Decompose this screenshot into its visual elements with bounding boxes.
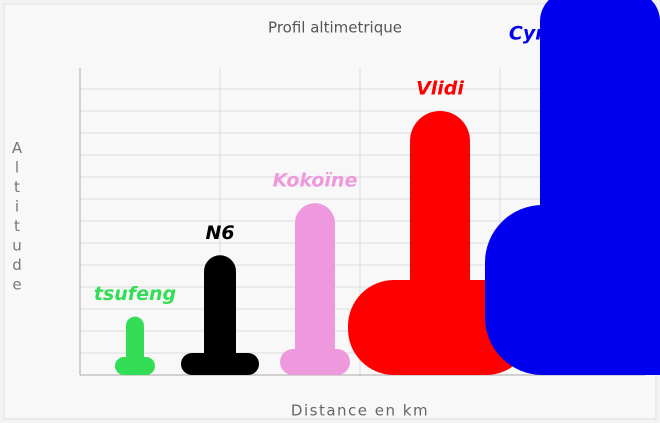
bar <box>410 110 470 375</box>
bar-label: Kokoïne <box>273 170 358 192</box>
bar <box>540 0 660 375</box>
x-axis-label: Distance en km <box>291 402 429 420</box>
bar-label: Cym <box>509 23 555 45</box>
bar-label: Vlidi <box>416 77 464 99</box>
bar <box>204 255 236 375</box>
chart-title: Profil altimetrique <box>268 19 402 37</box>
bar <box>295 203 335 375</box>
bar <box>126 316 144 375</box>
bar-label: tsufeng <box>94 283 176 305</box>
bar-label: N6 <box>205 222 234 244</box>
